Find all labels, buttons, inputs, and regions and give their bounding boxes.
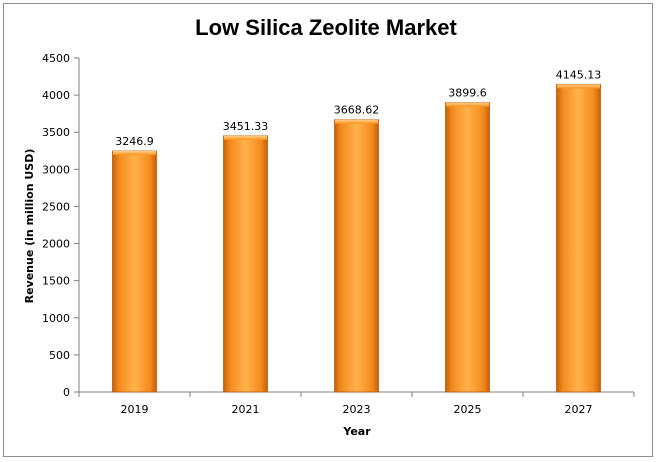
data-label-2023: 3668.62: [334, 104, 380, 117]
x-tick-label: 2023: [343, 403, 371, 416]
y-tick-label: 3500: [42, 126, 70, 139]
bar-2019: [112, 150, 157, 393]
x-tick-label: 2021: [232, 403, 260, 416]
bar-top-highlight: [224, 135, 267, 140]
data-label-2027: 4145.13: [556, 68, 602, 81]
x-tick-label: 2019: [121, 403, 149, 416]
x-tick-label: 2025: [454, 403, 482, 416]
bar-top-highlight: [557, 84, 600, 89]
y-tick-label: 3000: [42, 163, 70, 176]
y-axis-title: Revenue (in million USD): [23, 149, 36, 304]
data-label-2021: 3451.33: [223, 120, 269, 133]
x-tick-label: 2027: [565, 403, 593, 416]
y-tick-label: 4500: [42, 52, 70, 65]
chart-title: Low Silica Zeolite Market: [195, 15, 457, 40]
chart-frame: [3, 3, 653, 457]
axes: 0 500 1000 1500 2000 2500 3000 3500 4000 4500 2019…: [42, 52, 635, 416]
bar-2027: [556, 83, 601, 393]
bar-top-highlight: [335, 119, 378, 124]
data-label-2019: 3246.9: [115, 135, 154, 148]
y-tick-label: 1000: [42, 312, 70, 325]
data-label-2025: 3899.6: [448, 87, 487, 100]
bar-2023: [334, 119, 379, 393]
y-tick-label: 500: [49, 349, 70, 362]
y-tick-label: 2000: [42, 238, 70, 251]
y-tick-label: 0: [63, 386, 70, 399]
bars: [112, 83, 601, 393]
y-tick-label: 1500: [42, 275, 70, 288]
y-tick-label: 2500: [42, 200, 70, 213]
data-labels: 3246.9 3451.33 3668.62 3899.6 4145.13: [115, 68, 601, 148]
y-tick-label: 4000: [42, 89, 70, 102]
x-axis-title: Year: [342, 425, 371, 438]
bar-2021: [223, 135, 268, 393]
bar-top-highlight: [113, 151, 156, 156]
bar-top-highlight: [446, 102, 489, 107]
bar-2025: [445, 102, 490, 393]
